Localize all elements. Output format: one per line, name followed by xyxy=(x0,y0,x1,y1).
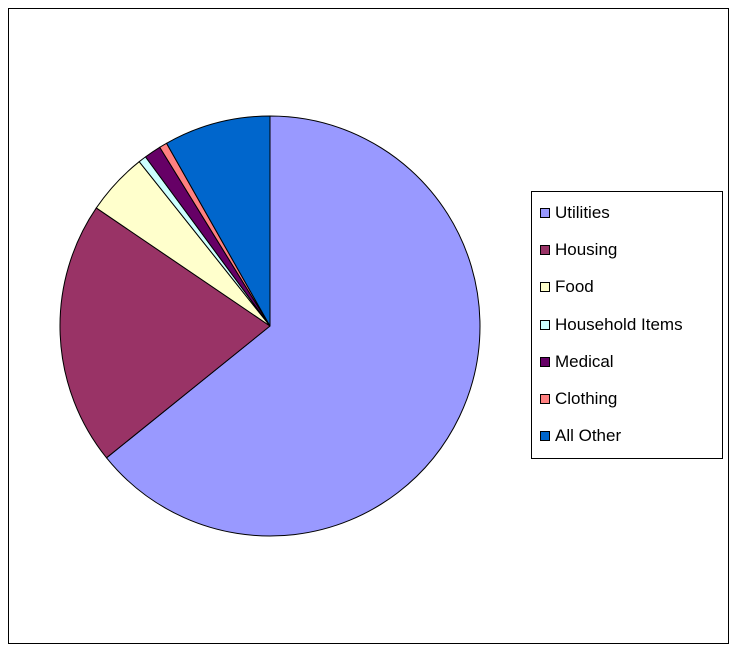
legend-label: Household Items xyxy=(555,315,683,334)
legend-item-medical: Medical xyxy=(540,351,614,373)
legend-label: Clothing xyxy=(555,389,618,408)
legend-swatch xyxy=(540,282,550,292)
legend-item-clothing: Clothing xyxy=(540,388,617,410)
legend-label: Food xyxy=(555,277,594,296)
legend-swatch xyxy=(540,431,550,441)
legend-item-all-other: All Other xyxy=(540,425,621,447)
legend-swatch xyxy=(540,208,550,218)
legend-label: Medical xyxy=(555,352,614,371)
legend-item-household-items: Household Items xyxy=(540,314,683,336)
legend-swatch xyxy=(540,245,550,255)
legend-item-utilities: Utilities xyxy=(540,202,610,224)
legend-label: All Other xyxy=(555,426,622,445)
pie-slice-all-other xyxy=(166,115,271,327)
legend-item-food: Food xyxy=(540,276,594,298)
chart-legend: Utilities Housing Food Household Items M… xyxy=(531,191,723,459)
legend-swatch xyxy=(540,357,550,367)
pie-slice-housing xyxy=(59,207,271,459)
legend-swatch xyxy=(540,394,550,404)
pie-slices xyxy=(59,115,481,537)
legend-swatch xyxy=(540,320,550,330)
legend-label: Housing xyxy=(555,240,618,259)
legend-label: Utilities xyxy=(555,203,610,222)
legend-item-housing: Housing xyxy=(540,239,617,261)
pie-slice-utilities xyxy=(106,115,481,537)
